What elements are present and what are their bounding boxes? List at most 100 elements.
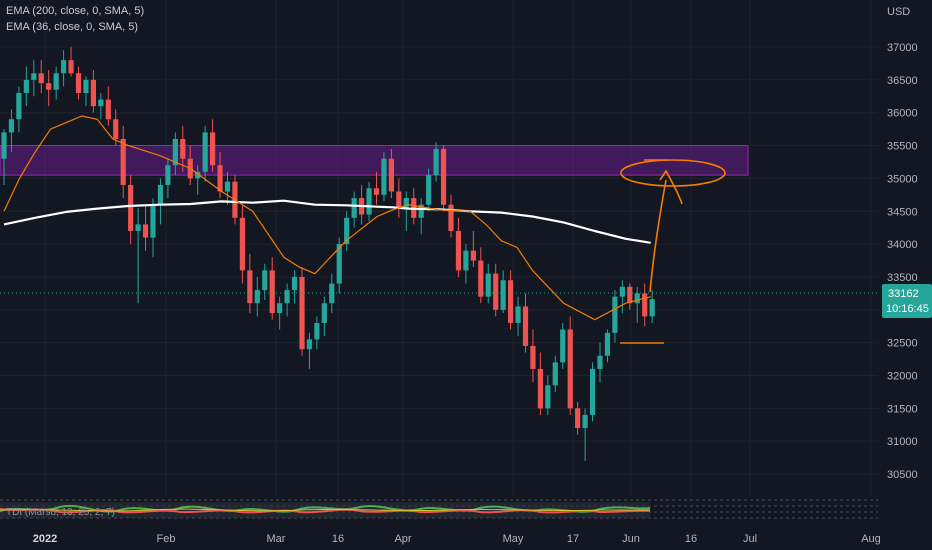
price-axis-label: 34500	[887, 206, 918, 218]
candle-body	[16, 92, 22, 120]
candle-body	[634, 293, 640, 304]
candle-body	[1, 132, 7, 159]
price-axis[interactable]: 3050031000315003200032500330003350034000…	[887, 42, 918, 481]
candle-body	[75, 73, 82, 93]
candle-body	[8, 119, 15, 133]
candle-body	[157, 184, 164, 205]
candle-body	[522, 306, 529, 346]
candle-body	[478, 260, 484, 297]
time-axis-label: 2022	[33, 533, 57, 545]
candle-body	[403, 198, 409, 208]
candle-body	[120, 138, 126, 185]
drawn-arrow-head	[659, 169, 683, 205]
candle-body	[306, 339, 313, 350]
currency-label: USD	[887, 6, 910, 18]
tdi-yellow-line	[0, 508, 650, 512]
candle-body	[68, 60, 74, 74]
candle-body	[262, 270, 268, 291]
indicator-legend-ema36[interactable]: EMA (36, close, 0, SMA, 5)	[6, 21, 139, 33]
candle-body	[567, 329, 573, 409]
candle-body	[90, 79, 96, 107]
candle-body	[329, 283, 335, 304]
annotations	[620, 159, 726, 344]
candle-body	[128, 184, 134, 231]
candle-body	[604, 332, 611, 356]
candle-body	[321, 303, 327, 323]
candle-body	[105, 99, 111, 120]
candle-body	[38, 73, 44, 84]
candle-body	[224, 181, 231, 192]
indicator-legend-ema200[interactable]: EMA (200, close, 0, SMA, 5)	[6, 5, 145, 17]
candle-body	[463, 250, 469, 271]
price-tag: 33162 10:16:45	[882, 284, 932, 318]
ema200-line	[3, 199, 651, 244]
candle-body	[649, 299, 655, 317]
price-axis-label: 30500	[887, 469, 918, 481]
price-axis-label: 32500	[887, 338, 918, 350]
time-axis-label: Jun	[622, 533, 640, 545]
price-axis-label: 37000	[887, 42, 918, 54]
time-axis-label: Feb	[157, 533, 176, 545]
time-axis-label: 16	[332, 533, 344, 545]
candle-body	[269, 270, 275, 314]
price-axis-label: 32000	[887, 371, 918, 383]
candle-body	[336, 244, 342, 284]
candle-body	[351, 198, 357, 218]
candle-body	[627, 286, 633, 304]
candle-body	[381, 158, 387, 195]
time-axis-label: May	[503, 533, 524, 545]
price-tag-value: 33162	[888, 288, 919, 300]
candle-body	[582, 414, 588, 429]
price-axis-label: 36000	[887, 108, 918, 120]
candle-body	[254, 290, 260, 304]
price-axis-label: 35500	[887, 141, 918, 153]
candle-body	[612, 296, 618, 333]
price-axis-label: 36500	[887, 75, 918, 87]
candle-body	[135, 224, 141, 231]
price-axis-label: 31500	[887, 403, 918, 415]
candle-body	[299, 276, 305, 350]
time-axis[interactable]: 2022 Feb Mar 16 Apr May 17 Jun 16 Jul Aug	[33, 533, 881, 545]
candle-body	[277, 303, 283, 314]
candle-body	[142, 224, 149, 238]
candle-body	[247, 270, 253, 304]
time-axis-label: Aug	[861, 533, 881, 545]
candle-body	[314, 322, 320, 340]
resistance-zone-rect	[0, 145, 749, 176]
candle-body	[373, 188, 380, 195]
candle-body	[195, 171, 201, 179]
candle-body	[344, 217, 350, 245]
candle-body	[202, 132, 208, 172]
time-axis-label: 16	[685, 533, 697, 545]
candle-body	[388, 158, 394, 192]
ema36-line	[3, 115, 651, 321]
candle-body	[642, 293, 648, 317]
candle-body	[500, 280, 506, 310]
candle-body	[172, 138, 178, 166]
candle-body	[530, 345, 536, 369]
candle-body	[515, 306, 521, 323]
candle-body	[165, 165, 171, 185]
candle-body	[537, 368, 543, 409]
candle-body	[426, 175, 432, 205]
time-axis-label: Mar	[267, 533, 286, 545]
time-axis-label: Jul	[743, 533, 757, 545]
candle-body	[31, 73, 37, 80]
price-axis-label: 34000	[887, 239, 918, 251]
candle-body	[150, 204, 156, 238]
candle-body	[113, 119, 119, 139]
candle-body	[239, 217, 245, 271]
ema-lines	[3, 115, 651, 321]
candle-body	[46, 83, 52, 90]
candle-body	[61, 60, 67, 74]
time-axis-label: Apr	[394, 533, 411, 545]
candle-body	[284, 290, 290, 304]
drawn-target-ellipse	[620, 159, 726, 187]
candle-body	[485, 273, 491, 297]
resistance-zone	[0, 145, 749, 176]
price-axis-label: 33500	[887, 272, 918, 284]
candle-body	[396, 191, 402, 208]
price-tag-countdown: 10:16:45	[886, 303, 929, 315]
candle-body	[366, 188, 372, 215]
